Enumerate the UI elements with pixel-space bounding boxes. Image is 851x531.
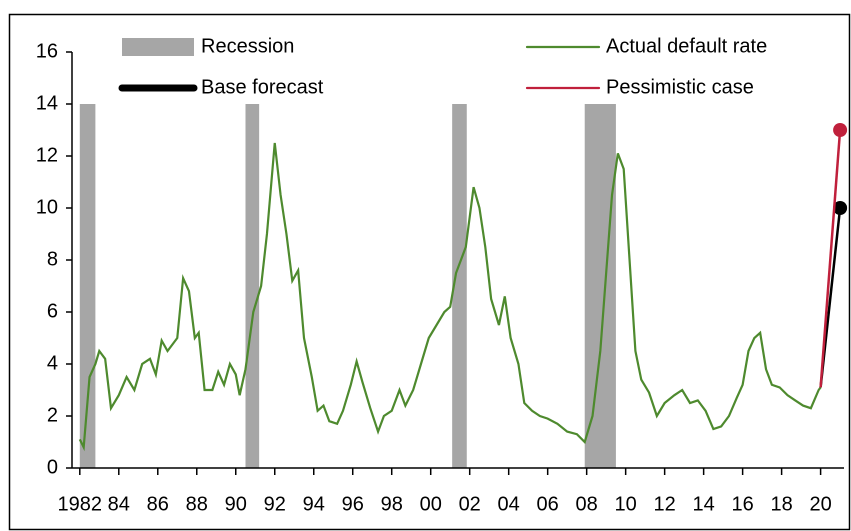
x-tick-label: 00 <box>420 493 442 515</box>
x-tick-label: 88 <box>186 493 208 515</box>
x-tick-label: 18 <box>770 493 792 515</box>
x-tick-label: 04 <box>498 493 520 515</box>
x-tick-label: 06 <box>537 493 559 515</box>
legend-label: Actual default rate <box>606 35 767 57</box>
x-tick-label: 84 <box>108 493 130 515</box>
y-tick-label: 16 <box>36 40 58 62</box>
x-tick-label: 16 <box>732 493 754 515</box>
x-tick-label: 10 <box>615 493 637 515</box>
y-tick-label: 2 <box>47 404 58 426</box>
recession-band <box>452 104 467 468</box>
x-tick-label: 92 <box>264 493 286 515</box>
end-marker <box>833 123 848 137</box>
x-tick-label: 02 <box>459 493 481 515</box>
x-tick-label: 1982 <box>58 493 103 515</box>
x-tick-label: 86 <box>147 493 169 515</box>
y-tick-label: 8 <box>47 248 58 270</box>
recession-band <box>79 104 96 468</box>
legend-label: Pessimistic case <box>606 76 754 98</box>
x-tick-label: 14 <box>693 493 715 515</box>
y-tick-label: 14 <box>36 92 58 114</box>
end-marker <box>833 201 848 215</box>
x-tick-label: 96 <box>342 493 364 515</box>
x-tick-label: 20 <box>809 493 831 515</box>
legend-label: Recession <box>201 35 294 57</box>
recession-band <box>245 104 260 468</box>
recession-band <box>584 104 616 468</box>
x-tick-label: 08 <box>576 493 598 515</box>
series-line <box>78 142 822 452</box>
y-tick-label: 12 <box>36 144 58 166</box>
y-tick-label: 4 <box>47 352 58 374</box>
legend-label: Base forecast <box>201 76 324 98</box>
frame <box>8 13 851 531</box>
x-tick-label: 94 <box>303 493 325 515</box>
y-tick-label: 10 <box>36 196 58 218</box>
y-tick-label: 0 <box>47 456 58 478</box>
y-tick-label: 6 <box>47 300 58 322</box>
x-tick-label: 98 <box>381 493 403 515</box>
x-tick-label: 12 <box>654 493 676 515</box>
legend-swatch <box>122 38 194 56</box>
x-tick-label: 90 <box>225 493 247 515</box>
series-line <box>819 129 842 388</box>
